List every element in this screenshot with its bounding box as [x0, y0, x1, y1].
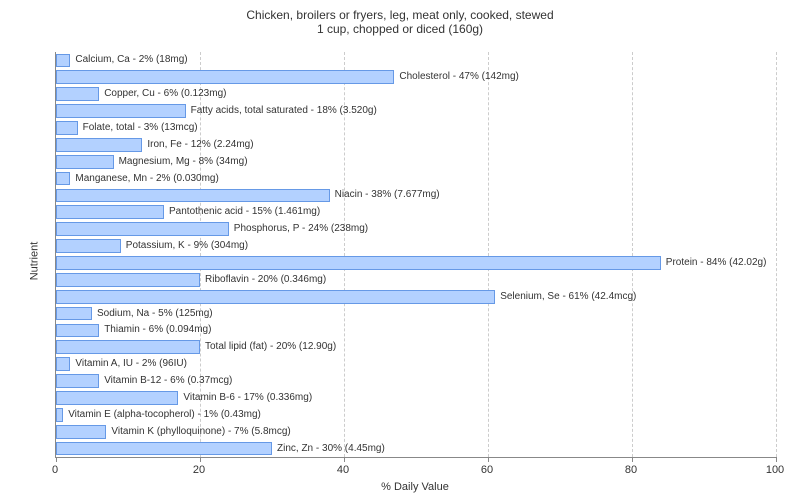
- x-axis-title: % Daily Value: [55, 481, 775, 493]
- x-tick-label: 80: [625, 464, 637, 476]
- nutrient-bar: [56, 138, 142, 152]
- x-tick-label: 0: [52, 464, 58, 476]
- x-tick-label: 40: [337, 464, 349, 476]
- nutrient-bar-label: Pantothenic acid - 15% (1.461mg): [169, 207, 320, 217]
- nutrient-bar-label: Vitamin B-6 - 17% (0.336mg): [183, 393, 312, 403]
- gridline: [776, 52, 777, 457]
- nutrient-bar-label: Protein - 84% (42.02g): [666, 258, 767, 268]
- nutrient-bar-label: Riboflavin - 20% (0.346mg): [205, 275, 326, 285]
- nutrient-chart: Chicken, broilers or fryers, leg, meat o…: [0, 0, 800, 500]
- nutrient-bar: [56, 222, 229, 236]
- x-tick-mark: [632, 457, 633, 462]
- nutrient-bar-label: Vitamin K (phylloquinone) - 7% (5.8mcg): [111, 427, 290, 437]
- nutrient-bar-label: Thiamin - 6% (0.094mg): [104, 325, 211, 335]
- gridline: [488, 52, 489, 457]
- nutrient-bar: [56, 408, 63, 422]
- nutrient-bar-label: Potassium, K - 9% (304mg): [126, 241, 248, 251]
- nutrient-bar: [56, 307, 92, 321]
- y-axis-title: Nutrient: [28, 241, 40, 280]
- nutrient-bar: [56, 155, 114, 169]
- nutrient-bar-label: Selenium, Se - 61% (42.4mcg): [500, 292, 636, 302]
- nutrient-bar: [56, 70, 394, 84]
- plot-area: Calcium, Ca - 2% (18mg) Cholesterol - 47%…: [55, 52, 776, 458]
- nutrient-bar: [56, 340, 200, 354]
- nutrient-bar: [56, 256, 661, 270]
- nutrient-bar: [56, 54, 70, 68]
- x-tick-label: 20: [193, 464, 205, 476]
- nutrient-bar-label: Vitamin A, IU - 2% (96IU): [75, 359, 187, 369]
- nutrient-bar-label: Cholesterol - 47% (142mg): [399, 72, 519, 82]
- nutrient-bar-label: Phosphorus, P - 24% (238mg): [234, 224, 368, 234]
- x-tick-label: 100: [766, 464, 784, 476]
- nutrient-bar: [56, 273, 200, 287]
- x-tick-mark: [200, 457, 201, 462]
- title-line-1: Chicken, broilers or fryers, leg, meat o…: [0, 8, 800, 22]
- nutrient-bar-label: Zinc, Zn - 30% (4.45mg): [277, 444, 385, 454]
- x-tick-mark: [344, 457, 345, 462]
- nutrient-bar: [56, 87, 99, 101]
- x-tick-mark: [776, 457, 777, 462]
- nutrient-bar-label: Magnesium, Mg - 8% (34mg): [119, 157, 248, 167]
- x-tick-label: 60: [481, 464, 493, 476]
- chart-title: Chicken, broilers or fryers, leg, meat o…: [0, 8, 800, 36]
- nutrient-bar: [56, 324, 99, 338]
- nutrient-bar: [56, 121, 78, 135]
- nutrient-bar: [56, 239, 121, 253]
- title-line-2: 1 cup, chopped or diced (160g): [0, 22, 800, 36]
- nutrient-bar-label: Total lipid (fat) - 20% (12.90g): [205, 342, 336, 352]
- nutrient-bar: [56, 357, 70, 371]
- nutrient-bar-label: Vitamin B-12 - 6% (0.37mcg): [104, 376, 232, 386]
- nutrient-bar-label: Folate, total - 3% (13mcg): [83, 123, 198, 133]
- x-tick-mark: [56, 457, 57, 462]
- nutrient-bar-label: Sodium, Na - 5% (125mg): [97, 309, 213, 319]
- gridline: [632, 52, 633, 457]
- nutrient-bar: [56, 391, 178, 405]
- nutrient-bar-label: Iron, Fe - 12% (2.24mg): [147, 140, 253, 150]
- nutrient-bar-label: Vitamin E (alpha-tocopherol) - 1% (0.43m…: [68, 410, 261, 420]
- nutrient-bar-label: Calcium, Ca - 2% (18mg): [75, 55, 187, 65]
- nutrient-bar: [56, 290, 495, 304]
- nutrient-bar-label: Niacin - 38% (7.677mg): [335, 190, 440, 200]
- x-tick-mark: [488, 457, 489, 462]
- nutrient-bar: [56, 374, 99, 388]
- nutrient-bar-label: Fatty acids, total saturated - 18% (3.52…: [191, 106, 377, 116]
- nutrient-bar: [56, 442, 272, 456]
- nutrient-bar: [56, 189, 330, 203]
- nutrient-bar-label: Manganese, Mn - 2% (0.030mg): [75, 174, 218, 184]
- nutrient-bar: [56, 205, 164, 219]
- nutrient-bar: [56, 104, 186, 118]
- nutrient-bar: [56, 172, 70, 186]
- nutrient-bar-label: Copper, Cu - 6% (0.123mg): [104, 89, 226, 99]
- nutrient-bar: [56, 425, 106, 439]
